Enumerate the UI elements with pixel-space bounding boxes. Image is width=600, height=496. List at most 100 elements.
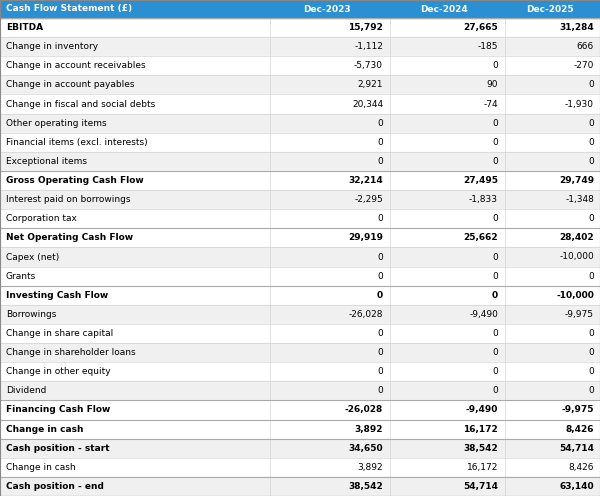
Text: Financial items (excl. interests): Financial items (excl. interests) (6, 138, 148, 147)
Bar (0, 286, 600, 305)
Text: Other operating items: Other operating items (6, 119, 107, 127)
Text: Change in shareholder loans: Change in shareholder loans (6, 348, 136, 357)
Bar (0, 420, 600, 438)
Text: 0: 0 (588, 157, 594, 166)
Bar (0, 152, 600, 171)
Text: -1,112: -1,112 (354, 42, 383, 51)
Text: 0: 0 (377, 367, 383, 376)
Text: 0: 0 (492, 291, 498, 300)
Bar (0, 18, 600, 37)
Text: 0: 0 (588, 138, 594, 147)
Bar (0, 133, 600, 152)
Text: 0: 0 (377, 157, 383, 166)
Text: 3,892: 3,892 (358, 463, 383, 472)
Text: 666: 666 (577, 42, 594, 51)
Text: 0: 0 (377, 386, 383, 395)
Text: 29,919: 29,919 (348, 234, 383, 243)
Text: -26,028: -26,028 (345, 405, 383, 415)
Bar (0, 56, 600, 75)
Text: -9,490: -9,490 (466, 405, 498, 415)
Text: 63,140: 63,140 (559, 482, 594, 491)
Text: Capex (net): Capex (net) (6, 252, 59, 261)
Text: 0: 0 (492, 138, 498, 147)
Text: 0: 0 (588, 214, 594, 223)
Text: 0: 0 (492, 386, 498, 395)
Text: -9,975: -9,975 (562, 405, 594, 415)
Text: 0: 0 (588, 367, 594, 376)
Bar (0, 0, 600, 18)
Text: 0: 0 (377, 348, 383, 357)
Text: -9,975: -9,975 (565, 310, 594, 319)
Text: 0: 0 (492, 329, 498, 338)
Text: -2,295: -2,295 (354, 195, 383, 204)
Text: 0: 0 (588, 272, 594, 281)
Text: 0: 0 (492, 348, 498, 357)
Text: Cash position - end: Cash position - end (6, 482, 104, 491)
Text: 38,542: 38,542 (348, 482, 383, 491)
Text: Financing Cash Flow: Financing Cash Flow (6, 405, 110, 415)
Text: 0: 0 (492, 272, 498, 281)
Bar (0, 266, 600, 286)
Text: Change in other equity: Change in other equity (6, 367, 110, 376)
Text: 54,714: 54,714 (559, 444, 594, 453)
Text: 0: 0 (377, 214, 383, 223)
Text: 0: 0 (588, 80, 594, 89)
Text: Dec-2025: Dec-2025 (526, 4, 574, 13)
Text: Interest paid on borrowings: Interest paid on borrowings (6, 195, 131, 204)
Bar (0, 343, 600, 362)
Bar (0, 458, 600, 477)
Text: Change in cash: Change in cash (6, 463, 76, 472)
Text: 0: 0 (377, 119, 383, 127)
Bar (0, 171, 600, 190)
Text: Change in inventory: Change in inventory (6, 42, 98, 51)
Bar (0, 94, 600, 114)
Text: 0: 0 (588, 119, 594, 127)
Text: -1,930: -1,930 (565, 100, 594, 109)
Bar (0, 381, 600, 400)
Text: -74: -74 (484, 100, 498, 109)
Text: Change in cash: Change in cash (6, 425, 83, 434)
Text: 0: 0 (492, 157, 498, 166)
Text: 0: 0 (377, 272, 383, 281)
Text: 25,662: 25,662 (463, 234, 498, 243)
Bar (0, 305, 600, 324)
Text: Cash position - start: Cash position - start (6, 444, 110, 453)
Text: 32,214: 32,214 (348, 176, 383, 185)
Text: 90: 90 (487, 80, 498, 89)
Text: 15,792: 15,792 (348, 23, 383, 32)
Bar (0, 324, 600, 343)
Text: Investing Cash Flow: Investing Cash Flow (6, 291, 108, 300)
Text: Dec-2023: Dec-2023 (302, 4, 350, 13)
Bar (0, 438, 600, 458)
Bar (0, 477, 600, 496)
Text: -5,730: -5,730 (354, 62, 383, 70)
Bar (0, 37, 600, 56)
Text: Change in fiscal and social debts: Change in fiscal and social debts (6, 100, 155, 109)
Text: Borrowings: Borrowings (6, 310, 56, 319)
Text: Corporation tax: Corporation tax (6, 214, 77, 223)
Text: -270: -270 (574, 62, 594, 70)
Bar (0, 190, 600, 209)
Bar (0, 75, 600, 94)
Text: 0: 0 (377, 329, 383, 338)
Text: -9,490: -9,490 (469, 310, 498, 319)
Text: -10,000: -10,000 (559, 252, 594, 261)
Bar (0, 114, 600, 133)
Text: Dividend: Dividend (6, 386, 46, 395)
Text: 0: 0 (492, 214, 498, 223)
Text: Change in account receivables: Change in account receivables (6, 62, 146, 70)
Text: 27,495: 27,495 (463, 176, 498, 185)
Text: 20,344: 20,344 (352, 100, 383, 109)
Text: 0: 0 (588, 329, 594, 338)
Text: 16,172: 16,172 (467, 463, 498, 472)
Bar (0, 248, 600, 266)
Text: 0: 0 (588, 386, 594, 395)
Bar (0, 362, 600, 381)
Text: Dec-2024: Dec-2024 (420, 4, 468, 13)
Text: 38,542: 38,542 (463, 444, 498, 453)
Text: 34,650: 34,650 (349, 444, 383, 453)
Text: 0: 0 (492, 367, 498, 376)
Text: Grants: Grants (6, 272, 36, 281)
Text: -26,028: -26,028 (349, 310, 383, 319)
Text: -1,833: -1,833 (469, 195, 498, 204)
